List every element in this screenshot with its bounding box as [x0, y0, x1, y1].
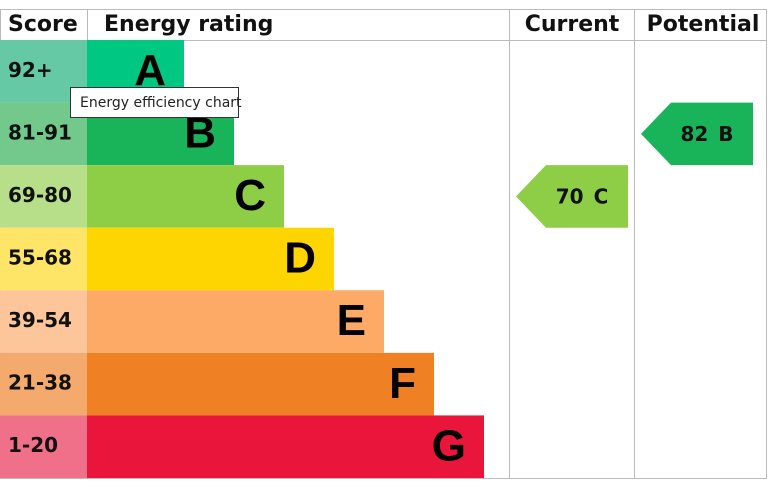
- potential-label: 82 B: [680, 121, 733, 145]
- score-cell: [0, 290, 87, 353]
- score-cell: [0, 227, 87, 291]
- ratings: 70 C 82 B: [516, 102, 753, 228]
- score-label: 92+: [8, 58, 53, 82]
- band-bar: [87, 415, 484, 478]
- tooltip-text: Energy efficiency chart: [80, 95, 242, 111]
- header-potential: Potential: [647, 12, 760, 37]
- band-letter: G: [432, 421, 466, 470]
- potential-letter: B: [718, 121, 733, 145]
- band-letter: A: [134, 46, 166, 95]
- header-current: Current: [525, 12, 620, 37]
- tooltip-box: [70, 87, 239, 118]
- band-bar: [87, 290, 384, 353]
- score-label: 81-91: [8, 120, 72, 144]
- score-cell: [0, 415, 87, 478]
- header-score: Score: [8, 12, 78, 37]
- band-bar: [87, 352, 434, 416]
- potential-score: 82: [680, 121, 708, 145]
- score-label: 1-20: [8, 433, 58, 457]
- current-letter: C: [594, 184, 609, 208]
- score-label: 69-80: [8, 183, 72, 207]
- score-label: 55-68: [8, 246, 72, 270]
- score-cell: [0, 165, 87, 228]
- current-score: 70: [556, 184, 584, 208]
- potential-arrow: [641, 102, 753, 166]
- band-letter: D: [284, 234, 316, 283]
- current-label: 70 C: [556, 184, 609, 208]
- score-label: 21-38: [8, 371, 72, 395]
- band-bar: [87, 227, 334, 291]
- tooltip: Energy efficiency chart: [70, 87, 242, 118]
- band-letter: E: [337, 296, 366, 345]
- band-letter: C: [234, 171, 266, 220]
- score-cell: [0, 352, 87, 416]
- score-label: 39-54: [8, 308, 72, 332]
- band-bar: [87, 165, 284, 228]
- band-letter: F: [389, 359, 416, 408]
- current-arrow: [516, 165, 628, 228]
- header-rating: Energy rating: [104, 12, 273, 37]
